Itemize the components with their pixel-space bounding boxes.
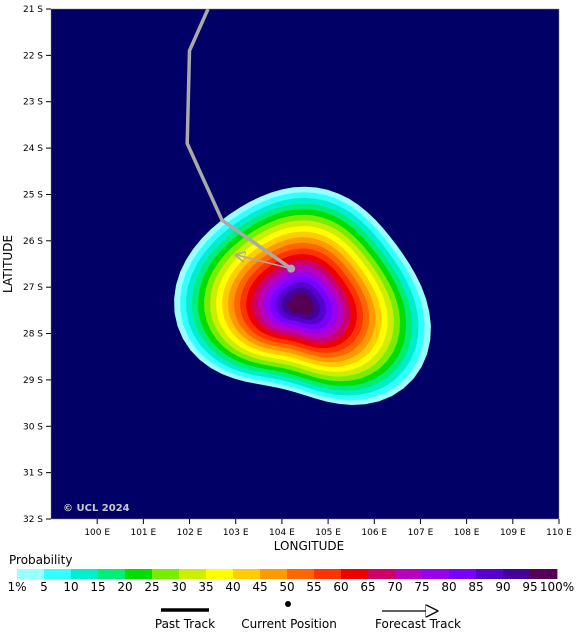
colorbar-label: 85 [468, 580, 483, 594]
current-position-marker [287, 264, 296, 273]
colorbar-label: 30 [171, 580, 186, 594]
latitude-tick-label: 25 S [23, 190, 43, 200]
longitude-tick-label: 106 E [361, 528, 387, 538]
current-position-legend-label: Current Position [241, 617, 337, 631]
colorbar-label: 10 [63, 580, 78, 594]
longitude-tick-label: 102 E [177, 528, 203, 538]
x-axis-title: LONGITUDE [274, 539, 344, 553]
longitude-axis: 100 E 101 E 102 E 103 E 104 E 105 E 106 E 107 E… [84, 519, 572, 538]
colorbar-label: 50 [279, 580, 294, 594]
colorbar-label: 100% [540, 580, 574, 594]
colorbar-swatch [152, 569, 180, 579]
probability-colorbar-labels: 1% 5 10 15 20 25 30 35 40 45 50 55 60 65 70 75 80 85 90 95 1… [7, 580, 574, 594]
forecast-track-legend-label: Forecast Track [375, 617, 461, 631]
colorbar-label: 55 [306, 580, 321, 594]
latitude-tick-label: 29 S [23, 376, 43, 386]
forecast-track-arrow [236, 255, 292, 270]
colorbar-label: 45 [252, 580, 267, 594]
y-axis-title: LATITUDE [1, 235, 15, 293]
track-layer [185, 9, 296, 273]
colorbar-swatch [71, 569, 99, 579]
copyright-credit: © UCL 2024 [63, 503, 130, 514]
colorbar-swatch [206, 569, 234, 579]
colorbar-swatch [476, 569, 504, 579]
colorbar-swatch [98, 569, 126, 579]
colorbar-label: 25 [144, 580, 159, 594]
colorbar-swatch [260, 569, 288, 579]
past-track-line [185, 9, 293, 271]
longitude-tick-label: 100 E [84, 528, 110, 538]
latitude-tick-label: 21 S [23, 5, 43, 15]
latitude-tick-label: 22 S [23, 51, 43, 61]
latitude-tick-label: 32 S [23, 515, 43, 525]
colorbar-label: 95 [522, 580, 537, 594]
probability-colorbar [17, 569, 558, 579]
colorbar-label: 70 [387, 580, 402, 594]
latitude-tick-label: 30 S [23, 422, 43, 432]
colorbar-swatch [44, 569, 72, 579]
probability-contour [288, 293, 314, 315]
longitude-tick-label: 110 E [546, 528, 572, 538]
past-track-legend-label: Past Track [155, 617, 215, 631]
colorbar-label: 15 [90, 580, 105, 594]
colorbar-label: 5 [40, 580, 48, 594]
longitude-tick-label: 108 E [454, 528, 480, 538]
colorbar-label: 35 [198, 580, 213, 594]
colorbar-swatch [503, 569, 531, 579]
latitude-axis: 21 S 22 S 23 S 24 S 25 S 26 S 27 S 28 S 29 S 30 S… [23, 5, 51, 525]
longitude-tick-label: 103 E [223, 528, 249, 538]
latitude-tick-label: 28 S [23, 330, 43, 340]
colorbar-swatch [125, 569, 153, 579]
colorbar-label: 65 [360, 580, 375, 594]
legend-title: Probability [9, 553, 72, 567]
colorbar-label: 1% [7, 580, 26, 594]
latitude-tick-label: 24 S [23, 144, 43, 154]
colorbar-swatch [233, 569, 261, 579]
longitude-tick-label: 109 E [500, 528, 526, 538]
probability-swath [174, 186, 431, 405]
colorbar-label: 40 [225, 580, 240, 594]
colorbar-label: 60 [333, 580, 348, 594]
latitude-tick-label: 31 S [23, 469, 43, 479]
longitude-tick-label: 104 E [269, 528, 295, 538]
colorbar-swatch [530, 569, 558, 579]
colorbar-label: 75 [414, 580, 429, 594]
colorbar-swatch [314, 569, 342, 579]
latitude-tick-label: 27 S [23, 283, 43, 293]
colorbar-swatch [368, 569, 396, 579]
colorbar-swatch [422, 569, 450, 579]
current-position-legend-dot [285, 601, 291, 607]
longitude-tick-label: 105 E [315, 528, 341, 538]
colorbar-swatch [341, 569, 369, 579]
longitude-tick-label: 107 E [408, 528, 434, 538]
colorbar-swatch [395, 569, 423, 579]
colorbar-label: 90 [495, 580, 510, 594]
colorbar-swatch [17, 569, 45, 579]
colorbar-swatch [287, 569, 315, 579]
latitude-tick-label: 26 S [23, 237, 43, 247]
colorbar-swatch [449, 569, 477, 579]
latitude-tick-label: 23 S [23, 98, 43, 108]
colorbar-label: 80 [441, 580, 456, 594]
colorbar-label: 20 [117, 580, 132, 594]
colorbar-swatch [179, 569, 207, 579]
longitude-tick-label: 101 E [130, 528, 156, 538]
